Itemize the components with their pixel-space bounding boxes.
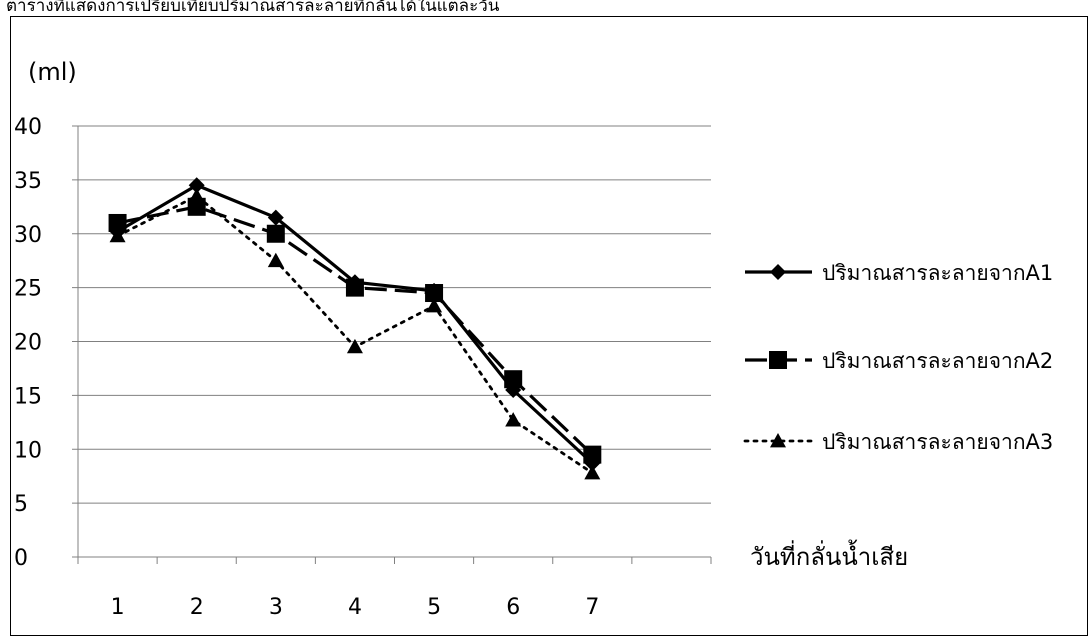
y-tick-label: 20: [14, 331, 42, 356]
legend-label: ปริมาณสารละลายจากA3: [822, 430, 1053, 454]
triangle-marker: [584, 464, 601, 480]
triangle-marker: [770, 433, 786, 448]
triangle-marker: [426, 297, 443, 313]
square-marker: [769, 351, 787, 369]
legend-item: ปริมาณสารละลายจากA3: [743, 430, 1053, 454]
diamond-marker: [584, 455, 601, 472]
legend-item: ปริมาณสารละลายจากA2: [745, 349, 1053, 373]
x-tick-labels: 1 2 3 4 5 6 7: [111, 595, 600, 620]
triangle-marker: [267, 252, 284, 268]
diamond-marker: [505, 381, 522, 398]
series-3: [109, 188, 601, 480]
x-tick-label: 2: [190, 595, 204, 620]
series-group: [108, 177, 602, 480]
x-axis-label: วันที่กลั่นน้ำเสีย: [750, 539, 908, 571]
legend: ปริมาณสารละลายจากA1 ปริมาณสารละลายจากA2 ปร…: [743, 261, 1053, 454]
axes: [72, 125, 712, 564]
series-line: [116, 183, 594, 465]
x-tick-label: 6: [506, 595, 520, 620]
legend-label: ปริมาณสารละลายจากA2: [822, 349, 1053, 373]
legend-item: ปริมาณสารละลายจากA1: [745, 261, 1053, 285]
series-line: [117, 205, 594, 456]
y-tick-label: 10: [14, 438, 42, 463]
x-tick-label: 1: [111, 595, 125, 620]
diamond-marker: [346, 274, 363, 291]
y-tick-labels: 0 5 10 15 20 25 30 35 40: [14, 115, 42, 571]
triangle-marker: [346, 338, 363, 354]
x-tick-label: 5: [427, 595, 441, 620]
x-tick-label: 4: [348, 595, 362, 620]
diamond-marker: [770, 264, 786, 280]
y-tick-label: 0: [14, 546, 28, 571]
y-unit-label: (ml): [28, 58, 77, 86]
square-marker: [266, 224, 285, 243]
diamond-marker: [426, 282, 443, 299]
series-1: [109, 177, 601, 472]
x-tick-label: 7: [585, 595, 599, 620]
legend-label: ปริมาณสารละลายจากA1: [822, 261, 1053, 285]
diamond-marker: [188, 177, 205, 194]
series-2: [108, 197, 602, 464]
y-tick-label: 25: [14, 277, 42, 302]
diamond-marker: [109, 223, 126, 240]
series-line: [116, 194, 594, 475]
triangle-marker: [505, 412, 522, 427]
y-tick-label: 35: [14, 169, 42, 194]
diamond-marker: [267, 209, 284, 226]
y-tick-label: 5: [14, 492, 28, 517]
y-tick-label: 15: [14, 384, 42, 409]
gridlines: [78, 125, 711, 504]
caption-text: ตารางที่แสดงการเปรียบเทียบปริมาณสารละลาย…: [6, 0, 500, 16]
square-marker: [187, 197, 206, 216]
x-tick-label: 3: [269, 595, 283, 620]
y-tick-label: 30: [14, 223, 42, 248]
y-tick-label: 40: [14, 115, 42, 140]
